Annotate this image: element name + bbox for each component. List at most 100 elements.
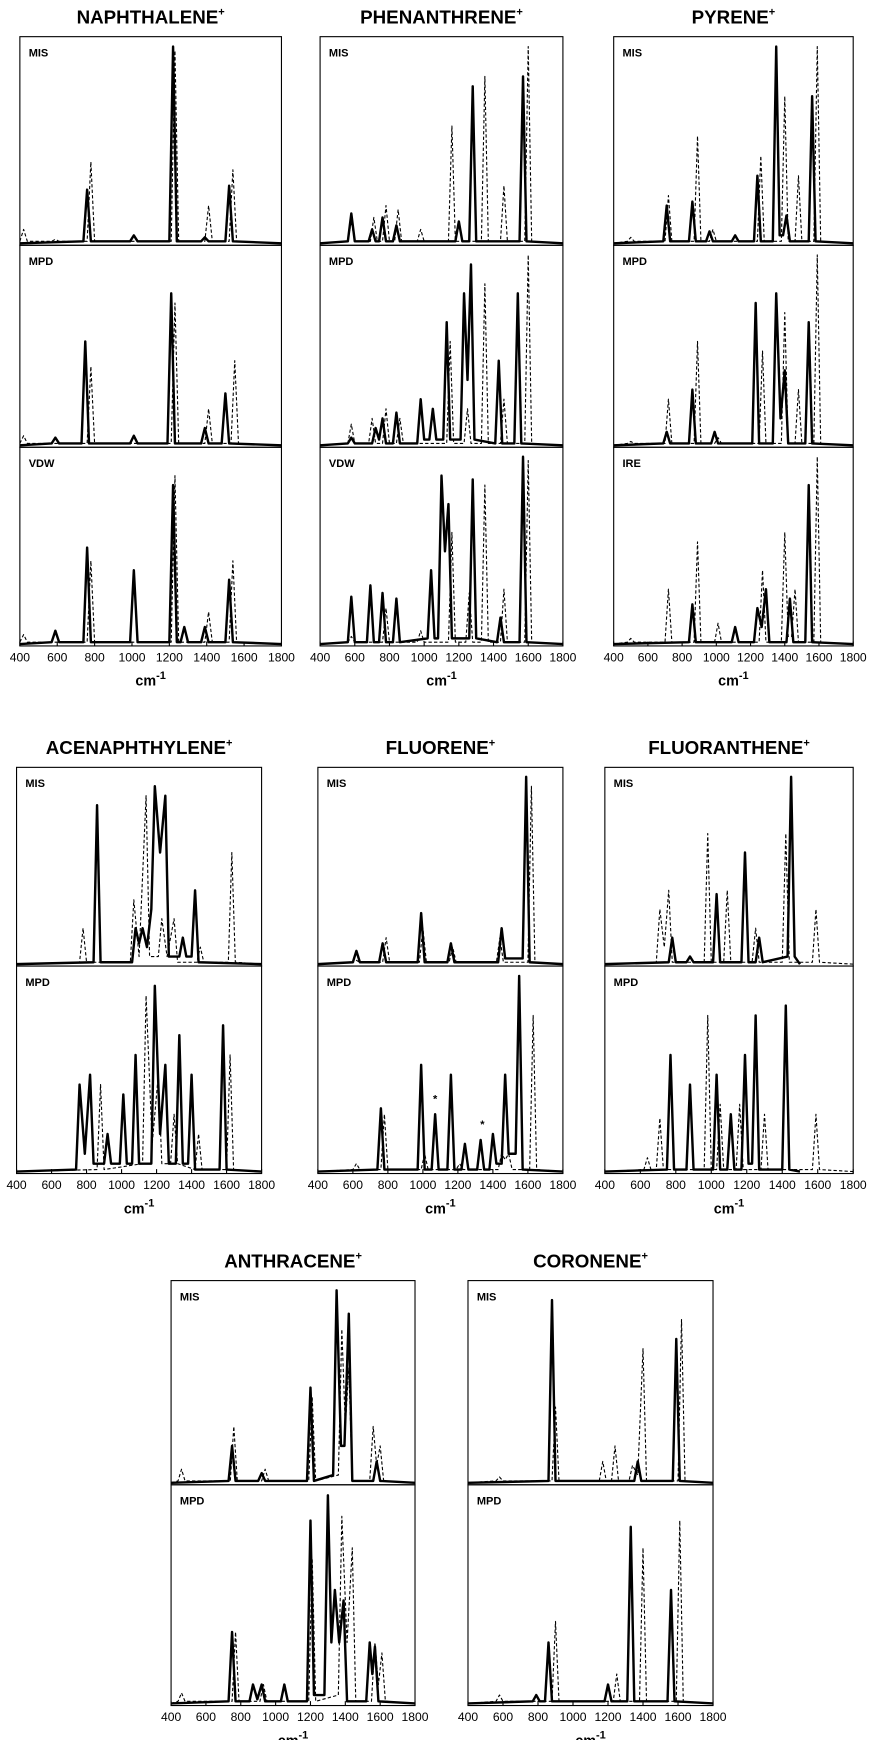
spectrum-line — [613, 456, 854, 645]
panel-frame — [16, 766, 263, 967]
spectrum-line — [604, 1004, 801, 1173]
x-tick-label: 600 — [493, 1710, 513, 1724]
x-tick-label: 1600 — [804, 1178, 831, 1192]
x-tick-label: 1400 — [630, 1710, 657, 1724]
panel-label: MIS — [623, 48, 643, 60]
x-tick-label: 1200 — [595, 1710, 622, 1724]
spectrum-line — [467, 1298, 714, 1485]
panel-label: MIS — [180, 1291, 200, 1303]
spectrum-line — [171, 1289, 416, 1485]
annotation: * — [480, 1119, 485, 1131]
panel-frame — [16, 965, 263, 1175]
chart: ANTHRACENE+ MIS MPD 400 600 800 1000 1200 1400 16… — [161, 1250, 429, 1740]
x-tick-label: 600 — [47, 650, 67, 664]
chart: CORONENE+ MIS MPD 400 600 800 1000 1200 1400 1600… — [458, 1250, 727, 1740]
panel-label: MPD — [477, 1496, 502, 1508]
chart-title: FLUORANTHENE+ — [648, 737, 810, 758]
title-text: NAPHTHALENE — [77, 6, 219, 27]
chart: PHENANTHRENE+ MIS MPD VDW 400 600 800 1000 1200 1… — [310, 6, 577, 689]
x-axis-label-superscript: -1 — [739, 670, 749, 682]
panel-frame — [19, 36, 283, 246]
x-axis-label: cm-1 — [124, 1198, 155, 1218]
x-tick-label: 1000 — [411, 650, 438, 664]
spectrum-line — [19, 45, 282, 245]
x-tick-label: 800 — [672, 650, 692, 664]
x-axis-label: cm-1 — [135, 670, 166, 690]
x-axis-label-text: cm — [135, 674, 156, 690]
title-text: ACENAPHTHYLENE — [46, 737, 226, 758]
x-tick-label: 800 — [84, 650, 104, 664]
x-axis-label: cm-1 — [278, 1730, 309, 1740]
x-axis-label-text: cm — [124, 1201, 145, 1217]
chart: NAPHTHALENE+ MIS MPD VDW 400 600 800 1000 1200 14… — [10, 6, 295, 689]
panel-frame — [19, 446, 283, 647]
x-tick-label: 1400 — [332, 1710, 359, 1724]
title-superscript: + — [516, 7, 522, 19]
x-tick-label: 600 — [638, 650, 658, 664]
x-axis-label-text: cm — [426, 674, 447, 690]
x-tick-label: 1800 — [549, 650, 576, 664]
panel-frame — [170, 1280, 416, 1486]
x-tick-label: 1600 — [665, 1710, 692, 1724]
x-tick-label: 1000 — [409, 1178, 436, 1192]
x-tick-label: 400 — [604, 650, 624, 664]
chart-title: NAPHTHALENE+ — [77, 6, 225, 27]
spectrum-line — [16, 785, 262, 966]
panel-label: MIS — [29, 48, 49, 60]
spectrum-line — [16, 984, 262, 1173]
spectrum-line — [604, 775, 801, 966]
title-text: FLUORANTHENE — [648, 737, 803, 758]
x-tick-label: 400 — [595, 1178, 615, 1192]
x-tick-label: 800 — [231, 1710, 251, 1724]
panel-label: MPD — [329, 256, 354, 268]
title-superscript: + — [641, 1251, 647, 1263]
x-tick-label: 1000 — [108, 1178, 135, 1192]
spectrum-line — [171, 1328, 416, 1484]
x-tick-label: 1600 — [231, 650, 258, 664]
x-tick-label: 1200 — [445, 650, 472, 664]
x-tick-label: 1800 — [402, 1710, 429, 1724]
title-text: FLUORENE — [386, 737, 489, 758]
chart-title: ACENAPHTHYLENE+ — [46, 737, 233, 758]
x-axis-label: cm-1 — [714, 1198, 745, 1218]
x-tick-label: 1600 — [367, 1710, 394, 1724]
title-superscript: + — [803, 737, 809, 749]
panel-label: MIS — [614, 778, 634, 790]
spectrum-line — [467, 1525, 714, 1705]
annotation: * — [433, 1093, 438, 1105]
chart-title: FLUORENE+ — [386, 737, 496, 758]
x-tick-label: 1400 — [480, 650, 507, 664]
x-tick-label: 600 — [345, 650, 365, 664]
x-axis-label: cm-1 — [426, 670, 457, 690]
x-tick-label: 1400 — [479, 1178, 506, 1192]
x-tick-label: 400 — [10, 650, 30, 664]
x-tick-label: 1800 — [549, 1178, 576, 1192]
x-tick-label: 1600 — [805, 650, 832, 664]
spectrum-line — [613, 254, 854, 446]
x-axis-label-superscript: -1 — [145, 1198, 155, 1210]
spectrum-line — [320, 254, 563, 446]
x-axis-label-text: cm — [575, 1733, 596, 1740]
x-tick-label: 400 — [6, 1178, 26, 1192]
x-tick-label: 1200 — [444, 1178, 471, 1192]
spectrum-line — [171, 1494, 416, 1705]
x-tick-label: 1000 — [703, 650, 730, 664]
x-tick-label: 800 — [76, 1178, 96, 1192]
panel-frame — [613, 446, 854, 647]
x-tick-label: 1000 — [560, 1710, 587, 1724]
panel-frame — [467, 1484, 714, 1707]
panel-label: MPD — [29, 256, 54, 268]
chart: ACENAPHTHYLENE+ MIS MPD 400 600 800 1000 1200 14… — [6, 737, 275, 1217]
panel-label: VDW — [29, 458, 55, 470]
x-tick-label: 600 — [196, 1710, 216, 1724]
title-superscript: + — [355, 1251, 361, 1263]
x-tick-label: 1600 — [213, 1178, 240, 1192]
panel-label: MPD — [327, 977, 352, 989]
panel-label: MPD — [180, 1496, 205, 1508]
chart: FLUORENE+ MIS MPD * * 400 600 800 1000 1200 1400 16… — [308, 737, 577, 1217]
title-superscript: + — [226, 737, 232, 749]
panel-label: MIS — [477, 1291, 497, 1303]
spectrum-line — [320, 75, 563, 245]
spectrum-line — [19, 292, 282, 447]
title-text: PHENANTHRENE — [360, 6, 516, 27]
